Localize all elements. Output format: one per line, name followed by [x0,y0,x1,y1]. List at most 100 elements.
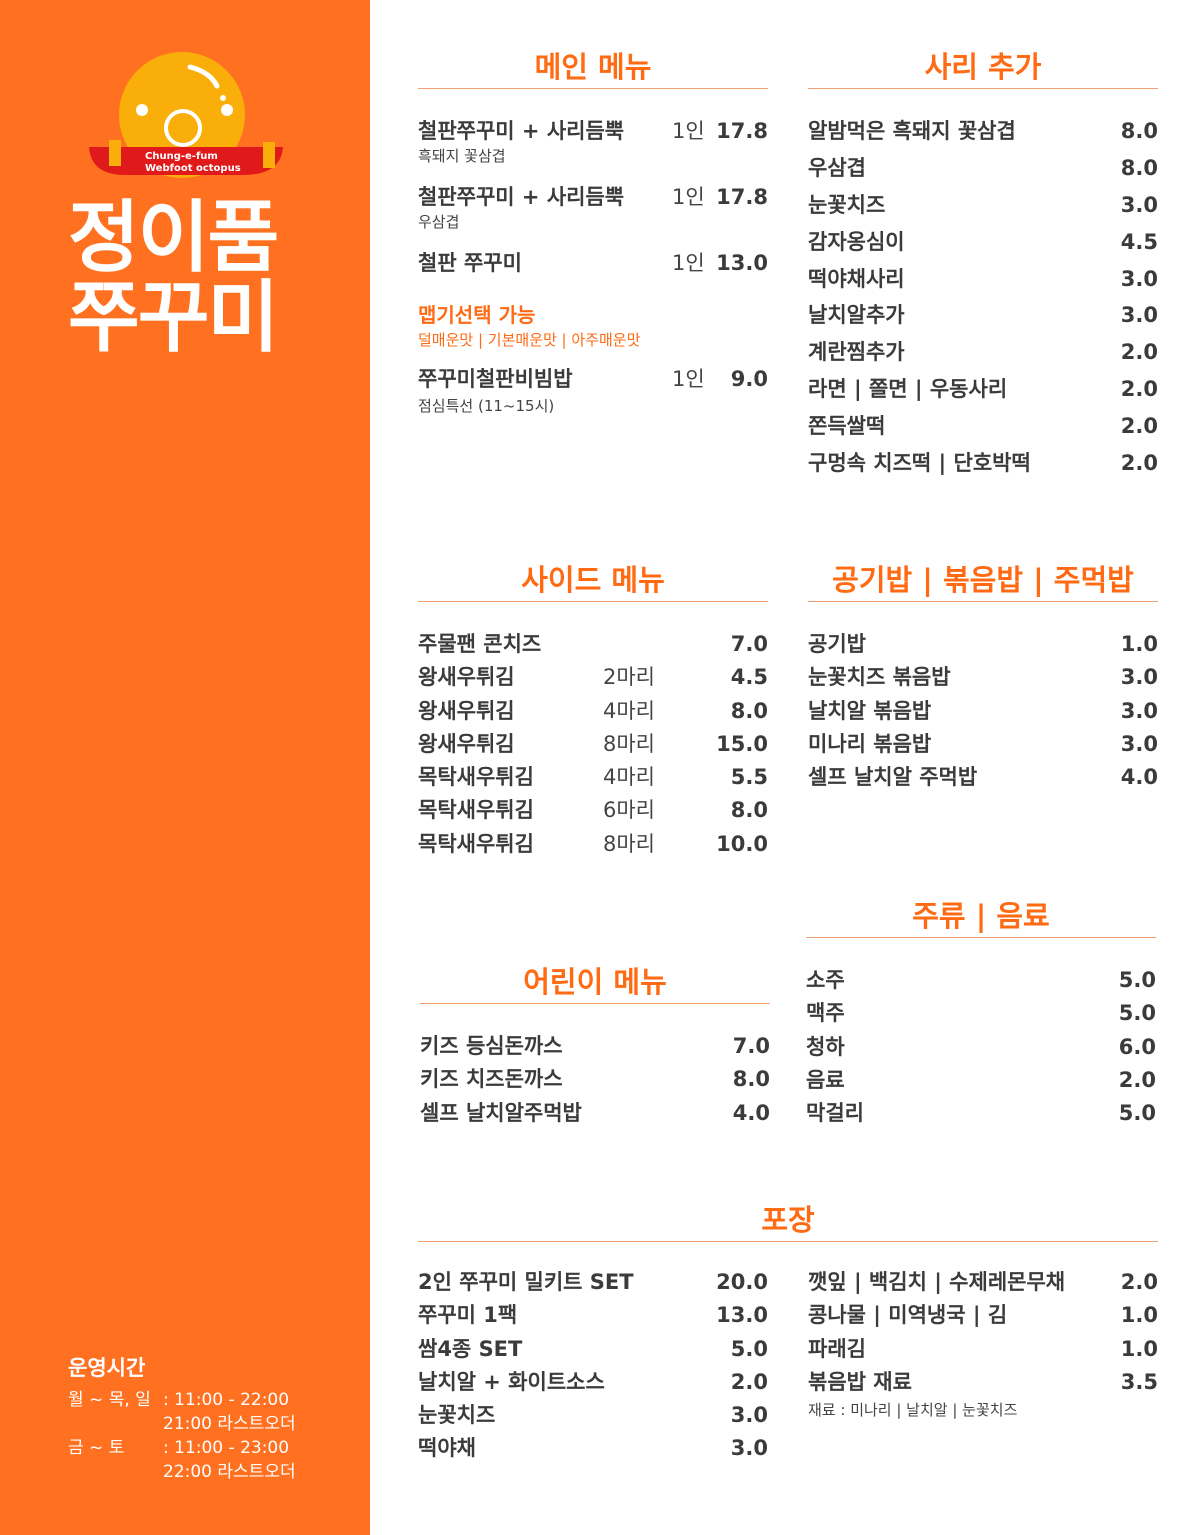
item-price: 7.0 [732,1034,770,1058]
item-name: 키즈 등심돈까스 [420,1034,563,1058]
menu-item: 떡야채사리 3.0 [808,263,1158,300]
item-name: 쭈꾸미철판비빔밥 [418,367,573,391]
item-price: 3.0 [1120,698,1158,723]
item-price: 8.0 [730,798,768,823]
item-price: 3.0 [1120,731,1158,756]
takeout-left: 2인 쭈꾸미 밀키트 SET 20.0 쭈꾸미 1팩 13.0 쌈4종 SET 5.0 날치… [418,1266,768,1466]
item-name: 철판쭈꾸미 + 사리듬뿍 [418,185,625,209]
menu-item: 키즈 치즈돈까스 8.0 [420,1063,770,1096]
item-price: 2.0 [1120,414,1158,439]
item-name: 우삼겹 [808,155,866,180]
item-quantity: 1인 [672,251,705,275]
hours-days [68,1412,163,1436]
item-name: 주물팬 콘치즈 [418,632,542,656]
item-price: 4.5 [730,665,768,690]
item-price: 8.0 [732,1067,770,1092]
menu-item: 볶음밥 재료 3.5 [808,1366,1158,1399]
item-name: 쫀득쌀떡 [808,414,886,439]
logo-text: Chung-e-fum [145,151,218,162]
item-price: 3.0 [730,1403,768,1428]
menu-item: 눈꽃치즈 3.0 [418,1399,768,1432]
item-price: 5.0 [1118,1101,1156,1126]
item-name: 눈꽃치즈 [418,1403,496,1428]
rice-section: 공기밥 | 볶음밥 | 주먹밥 공기밥 1.0 눈꽃치즈 볶음밥 3.0 날치알 볶음밥 3… [808,559,1158,794]
item-price: 15.0 [716,731,768,756]
item-quantity: 8마리 [603,831,656,856]
divider [808,88,1158,89]
menu-item: 감자옹심이 4.5 [808,226,1158,263]
menu-item: 라면 | 쫄면 | 우동사리 2.0 [808,373,1158,410]
item-price: 2.0 [730,1369,768,1394]
menu-item: 목탁새우튀김 8마리 10.0 [418,828,768,861]
menu-item: 미나리 볶음밥 3.0 [808,728,1158,761]
hours-days: 월 ~ 목, 일 [68,1390,151,1410]
octopus-logo: Chung-e-fum Webfoot octopus [89,52,283,178]
item-price: 3.0 [1120,665,1158,690]
menu-item: 구멍속 치즈떡 | 단호박떡 2.0 [808,447,1158,484]
item-price: 9.0 [730,367,768,391]
item-quantity: 1인 [672,119,705,143]
item-name: 쭈꾸미 1팩 [418,1303,518,1328]
item-name: 떡야채사리 [808,266,905,291]
menu-item: 쌈4종 SET 5.0 [418,1333,768,1366]
menu-item: 눈꽃치즈 3.0 [808,189,1158,226]
item-price: 8.0 [1120,119,1158,143]
item-price: 1.0 [1120,1303,1158,1328]
menu-item: 청하 6.0 [806,1031,1156,1064]
item-name: 라면 | 쫄면 | 우동사리 [808,377,1008,402]
hours-row: 월 ~ 목, 일 : 11:00 - 22:00 [68,1388,296,1412]
menu-item: 왕새우튀김 2마리 4.5 [418,661,768,694]
item-price: 10.0 [716,831,768,856]
menu-item: 쭈꾸미철판비빔밥 1인 9.0 [418,363,768,395]
menu-item: 날치알 + 화이트소스 2.0 [418,1366,768,1399]
item-quantity: 6마리 [603,798,656,823]
menu-item: 콩나물 | 미역냉국 | 김 1.0 [808,1299,1158,1332]
item-price: 3.0 [1120,303,1158,328]
hours-row: 22:00 라스트오더 [68,1460,296,1484]
item-name: 철판 쭈꾸미 [418,251,522,275]
opening-hours: 운영시간 월 ~ 목, 일: 11:00 - 22:00 21:00 라스트오더 금… [68,1352,296,1484]
menu-item: 키즈 등심돈까스 7.0 [420,1030,770,1063]
item-name: 왕새우튀김 [418,731,515,756]
menu-item: 목탁새우튀김 4마리 5.5 [418,761,768,794]
menu-item: 셀프 날치알주먹밥 4.0 [420,1097,770,1130]
item-price: 13.0 [716,251,768,275]
divider [418,88,768,89]
item-name: 철판쭈꾸미 + 사리듬뿍 [418,119,625,143]
menu-item: 셀프 날치알 주먹밥 4.0 [808,761,1158,794]
section-title: 어린이 메뉴 [523,965,667,999]
item-name: 목탁새우튀김 [418,798,534,823]
item-name: 셀프 날치알주먹밥 [420,1100,582,1125]
restaurant-name: 정이품 쭈꾸미 [68,198,279,363]
item-price: 5.5 [730,765,768,790]
item-name: 알밤먹은 흑돼지 꽃삼겹 [808,119,1016,143]
item-description: 우삼겹 [418,213,460,231]
menu-item: 주물팬 콘치즈 7.0 [418,628,768,661]
item-price: 3.0 [1120,192,1158,217]
menu-item: 우삼겹 8.0 [808,152,1158,189]
menu-item: 계란찜추가 2.0 [808,336,1158,373]
spice-options: 덜매운맛 | 기본매운맛 | 아주매운맛 [418,331,641,349]
section-title: 메인 메뉴 [534,50,652,84]
item-name: 날치알 볶음밥 [808,698,932,723]
item-name: 목탁새우튀김 [418,831,534,856]
menu-item: 2인 쭈꾸미 밀키트 SET 20.0 [418,1266,768,1299]
item-quantity: 2마리 [603,665,656,690]
item-name: 왕새우튀김 [418,665,515,690]
spacer [418,277,768,299]
takeout-right: 깻잎 | 백김치 | 수제레몬무채 2.0 콩나물 | 미역냉국 | 김 1.0 파래김… [808,1266,1158,1466]
divider [418,601,768,602]
section-title: 사리 추가 [924,50,1042,84]
hours-time: : 11:00 - 22:00 [163,1390,290,1410]
item-price: 8.0 [730,698,768,723]
item-price: 5.0 [1118,1001,1156,1026]
name-line: 쭈꾸미 [68,273,279,363]
hours-time: 22:00 라스트오더 [163,1462,296,1482]
item-name: 셀프 날치알 주먹밥 [808,765,978,790]
logo-text: Webfoot octopus [145,163,241,174]
item-name: 감자옹심이 [808,229,905,254]
item-name: 날치알추가 [808,303,905,328]
item-name: 공기밥 [808,632,866,656]
brand-panel: Chung-e-fum Webfoot octopus 정이품 쭈꾸미 운영시간… [0,0,370,1535]
takeout-columns: 2인 쭈꾸미 밀키트 SET 20.0 쭈꾸미 1팩 13.0 쌈4종 SET 5.0 날치… [418,1266,1158,1466]
